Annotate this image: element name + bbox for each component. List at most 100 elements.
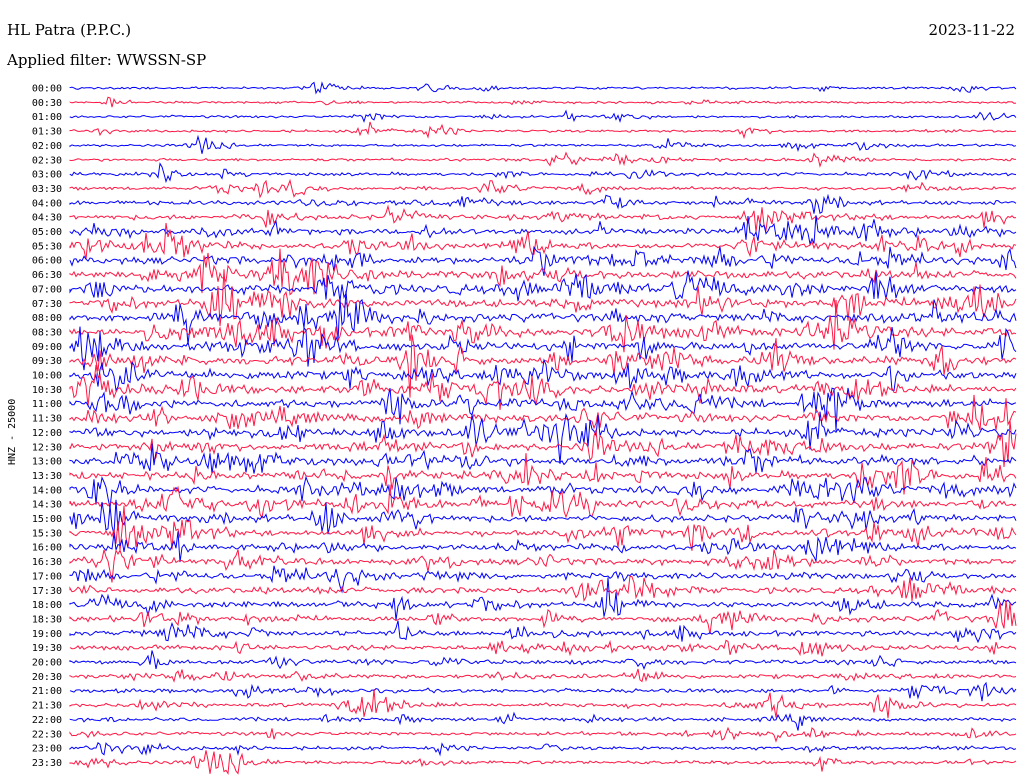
time-label-0400: 04:00 <box>32 198 62 209</box>
time-label-0430: 04:30 <box>32 213 62 224</box>
trace-1800 <box>69 577 1017 621</box>
time-label-0000: 00:00 <box>32 84 62 95</box>
trace-1700 <box>69 565 1017 594</box>
trace-0230 <box>69 151 1017 168</box>
time-label-1800: 18:00 <box>32 600 62 611</box>
trace-0930 <box>69 334 1017 398</box>
trace-0300 <box>69 162 1017 184</box>
time-labels: 00:00 00:30 01:00 01:30 02:00 02:30 03:00 03:30… <box>32 84 62 769</box>
trace-1430 <box>69 484 1017 519</box>
time-label-1830: 18:30 <box>32 614 62 625</box>
trace-0830 <box>69 299 1017 353</box>
time-label-0330: 03:30 <box>32 184 62 195</box>
trace-1100 <box>69 387 1017 431</box>
time-label-0600: 06:00 <box>32 256 62 267</box>
trace-0100 <box>69 109 1017 123</box>
time-label-2100: 21:00 <box>32 686 62 697</box>
trace-1630 <box>69 549 1017 583</box>
time-label-1730: 17:30 <box>32 586 62 597</box>
time-label-1200: 12:00 <box>32 428 62 439</box>
trace-1300 <box>69 443 1017 474</box>
trace-0000 <box>69 81 1017 95</box>
trace-1730 <box>69 575 1017 603</box>
time-label-1330: 13:30 <box>32 471 62 482</box>
trace-0800 <box>69 290 1017 345</box>
time-label-1530: 15:30 <box>32 528 62 539</box>
time-label-1130: 11:30 <box>32 414 62 425</box>
station-title: HL Patra (P.P.C.) <box>7 21 131 39</box>
trace-1900 <box>69 620 1017 644</box>
time-label-1500: 15:00 <box>32 514 62 525</box>
trace-2230 <box>69 726 1017 743</box>
trace-2300 <box>69 741 1017 757</box>
trace-2130 <box>69 688 1017 719</box>
trace-1830 <box>69 600 1017 635</box>
trace-1500 <box>69 499 1017 535</box>
trace-0730 <box>69 269 1017 327</box>
time-label-1030: 10:30 <box>32 385 62 396</box>
trace-2000 <box>69 650 1017 670</box>
time-label-1400: 14:00 <box>32 485 62 496</box>
trace-1130 <box>69 394 1017 431</box>
time-label-0930: 09:30 <box>32 356 62 367</box>
trace-1600 <box>69 531 1017 563</box>
time-label-0030: 00:30 <box>32 98 62 109</box>
time-label-0300: 03:00 <box>32 170 62 181</box>
time-label-2230: 22:30 <box>32 729 62 740</box>
trace-0500 <box>69 215 1017 246</box>
time-label-0500: 05:00 <box>32 227 62 238</box>
trace-1930 <box>69 639 1017 657</box>
time-label-0830: 08:30 <box>32 327 62 338</box>
trace-1330 <box>69 453 1017 495</box>
trace-2330 <box>69 750 1017 775</box>
time-label-0700: 07:00 <box>32 284 62 295</box>
time-label-2330: 23:30 <box>32 758 62 769</box>
trace-0030 <box>69 96 1017 108</box>
time-label-2300: 23:00 <box>32 744 62 755</box>
time-label-0130: 01:30 <box>32 127 62 138</box>
date-label: 2023-11-22 <box>929 21 1015 39</box>
trace-0430 <box>69 204 1017 233</box>
trace-1530 <box>69 505 1017 551</box>
trace-1400 <box>69 475 1017 508</box>
time-label-0230: 02:30 <box>32 155 62 166</box>
time-label-0100: 01:00 <box>32 112 62 123</box>
trace-2200 <box>69 711 1017 731</box>
filter-label: Applied filter: WWSSN-SP <box>6 51 206 69</box>
time-label-0200: 02:00 <box>32 141 62 152</box>
trace-0700 <box>69 270 1017 302</box>
trace-1200 <box>69 411 1017 464</box>
trace-1000 <box>69 358 1017 392</box>
time-label-1430: 14:30 <box>32 500 62 511</box>
time-label-0800: 08:00 <box>32 313 62 324</box>
trace-0630 <box>69 248 1017 296</box>
trace-0600 <box>69 245 1017 276</box>
y-axis-label: HNZ - 25000 <box>7 399 18 465</box>
trace-0530 <box>69 222 1017 260</box>
time-label-2130: 21:30 <box>32 701 62 712</box>
time-label-2200: 22:00 <box>32 715 62 726</box>
time-label-1100: 11:00 <box>32 399 62 410</box>
trace-2100 <box>69 681 1017 702</box>
time-label-0630: 06:30 <box>32 270 62 281</box>
trace-1230 <box>69 420 1017 468</box>
trace-0330 <box>69 178 1017 199</box>
time-label-1930: 19:30 <box>32 643 62 654</box>
time-label-1300: 13:00 <box>32 457 62 468</box>
time-label-1700: 17:00 <box>32 571 62 582</box>
time-label-0730: 07:30 <box>32 299 62 310</box>
trace-2030 <box>69 668 1017 683</box>
time-label-2030: 20:30 <box>32 672 62 683</box>
trace-0200 <box>69 134 1017 154</box>
trace-0900 <box>69 326 1017 371</box>
time-label-2000: 20:00 <box>32 658 62 669</box>
time-label-1600: 16:00 <box>32 543 62 554</box>
trace-0400 <box>69 193 1017 214</box>
time-label-0530: 05:30 <box>32 241 62 252</box>
time-label-1630: 16:30 <box>32 557 62 568</box>
time-label-1900: 19:00 <box>32 629 62 640</box>
time-label-1000: 10:00 <box>32 371 62 382</box>
trace-0130 <box>69 121 1017 140</box>
seismic-traces <box>69 81 1017 775</box>
